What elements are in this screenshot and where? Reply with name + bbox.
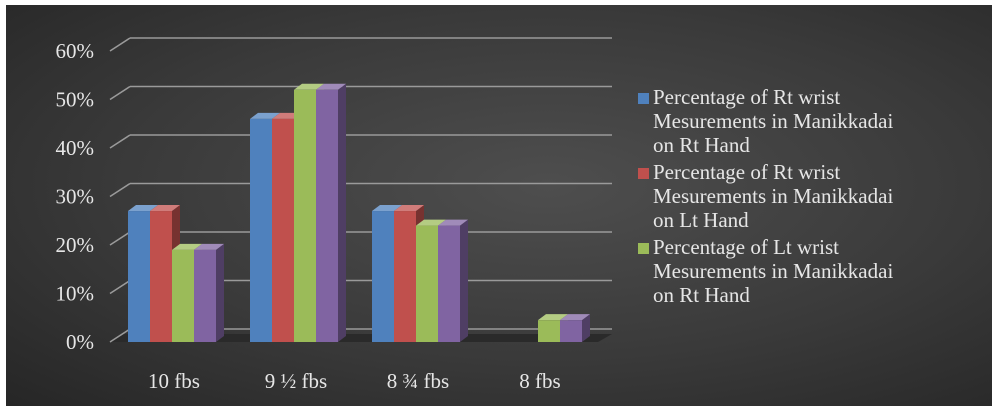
- x-tick-label: 8 ¾ fbs: [387, 369, 449, 393]
- bar: [372, 211, 394, 342]
- x-tick-label: 9 ½ fbs: [265, 369, 327, 393]
- bar: [128, 211, 150, 342]
- bar-top: [250, 112, 280, 119]
- bar-side: [338, 83, 346, 343]
- legend-label: on Lt Hand: [653, 208, 749, 232]
- legend-swatch: [638, 243, 649, 254]
- y-tick-label: 50%: [56, 88, 95, 112]
- bar: [172, 249, 194, 342]
- bar-top: [560, 314, 590, 321]
- bar: [538, 320, 560, 342]
- bar-top: [294, 83, 324, 90]
- legend-label: on Rt Hand: [653, 283, 750, 307]
- gridline-slant: [109, 85, 131, 101]
- bar: [294, 89, 316, 342]
- y-tick-label: 0%: [66, 330, 94, 354]
- bar: [316, 89, 338, 342]
- bar: [150, 211, 172, 342]
- bar: [416, 225, 438, 342]
- x-tick-label: 8 fbs: [519, 369, 560, 393]
- y-tick-label: 60%: [56, 39, 95, 63]
- bar-side: [460, 219, 468, 342]
- gridline-slant: [109, 134, 131, 149]
- bar-top: [150, 205, 180, 212]
- bar-top: [172, 243, 202, 250]
- bar: [250, 118, 272, 343]
- bar-top: [128, 205, 158, 212]
- bar: [438, 225, 460, 342]
- bar-top: [394, 205, 424, 212]
- chart-area: 0% 10% 20% 30% 40% 50% 60% 10 fbs 9 ½ fbs 8 ¾ fbs…: [6, 5, 992, 406]
- bar-top: [538, 314, 568, 321]
- gridline-slant: [109, 328, 131, 343]
- y-tick-label: 40%: [56, 136, 95, 160]
- bar-top: [438, 219, 468, 226]
- legend-swatch: [638, 93, 649, 104]
- legend-label: on Rt Hand: [653, 133, 750, 157]
- chart-floor: [110, 334, 612, 342]
- bar-side: [216, 243, 224, 342]
- bar-top: [416, 219, 446, 226]
- bar-top: [316, 83, 346, 90]
- y-tick-label: 10%: [56, 282, 95, 306]
- bar: [272, 118, 294, 343]
- legend-swatch: [638, 168, 649, 179]
- bar: [560, 320, 582, 342]
- y-tick-label: 30%: [56, 185, 95, 209]
- bar: [394, 211, 416, 342]
- bar-chart: 0% 10% 20% 30% 40% 50% 60% 10 fbs 9 ½ fbs 8 ¾ fbs…: [56, 37, 893, 393]
- bar: [194, 249, 216, 342]
- legend-label: Mesurements in Manikkadai: [653, 109, 893, 133]
- legend-label: Percentage of Rt wrist: [653, 160, 840, 184]
- gridline-slant: [109, 37, 131, 52]
- gridline-slant: [109, 279, 131, 295]
- bar-top: [372, 205, 402, 212]
- gridline-slant: [109, 231, 131, 246]
- x-tick-label: 10 fbs: [148, 369, 200, 393]
- legend-label: Percentage of Rt wrist: [653, 85, 840, 109]
- legend-label: Percentage of Lt wrist: [653, 235, 839, 259]
- legend-label: Mesurements in Manikkadai: [653, 259, 893, 283]
- legend-label: Mesurements in Manikkadai: [653, 184, 893, 208]
- bar-side: [582, 314, 590, 342]
- gridline-slant: [109, 182, 131, 198]
- bar-top: [194, 243, 224, 250]
- y-tick-label: 20%: [56, 233, 95, 257]
